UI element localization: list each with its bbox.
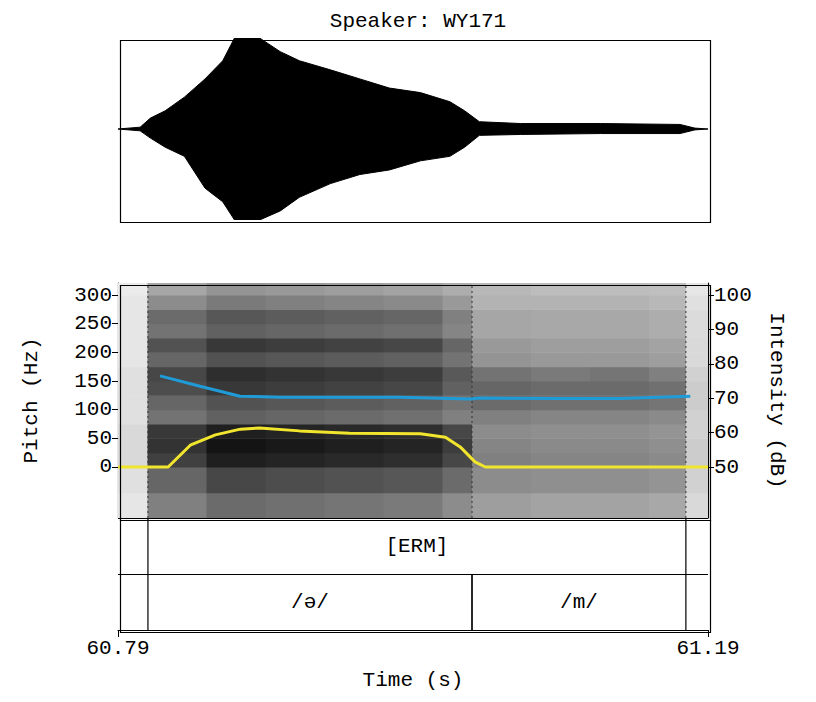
svg-text:[ERM]: [ERM] xyxy=(385,535,448,558)
svg-text:70: 70 xyxy=(714,387,739,410)
svg-text:60.79: 60.79 xyxy=(86,637,149,660)
svg-text:50: 50 xyxy=(87,427,112,450)
svg-text:200: 200 xyxy=(74,341,112,364)
svg-text:150: 150 xyxy=(74,370,112,393)
svg-text:0: 0 xyxy=(99,455,112,478)
svg-text:/ə/: /ə/ xyxy=(291,591,329,614)
svg-text:80: 80 xyxy=(714,352,739,375)
svg-text:250: 250 xyxy=(74,312,112,335)
svg-text:Time (s): Time (s) xyxy=(363,669,464,692)
svg-text:61.19: 61.19 xyxy=(676,637,739,660)
svg-text:60: 60 xyxy=(714,421,739,444)
svg-text:Intensity (dB): Intensity (dB) xyxy=(765,312,788,488)
svg-text:300: 300 xyxy=(74,284,112,307)
svg-text:/m/: /m/ xyxy=(560,591,598,614)
svg-text:90: 90 xyxy=(714,318,739,341)
svg-text:Speaker: WY171: Speaker: WY171 xyxy=(330,10,506,33)
svg-text:100: 100 xyxy=(74,398,112,421)
svg-text:100: 100 xyxy=(714,284,752,307)
svg-text:50: 50 xyxy=(714,456,739,479)
svg-text:Pitch (Hz): Pitch (Hz) xyxy=(20,337,43,463)
